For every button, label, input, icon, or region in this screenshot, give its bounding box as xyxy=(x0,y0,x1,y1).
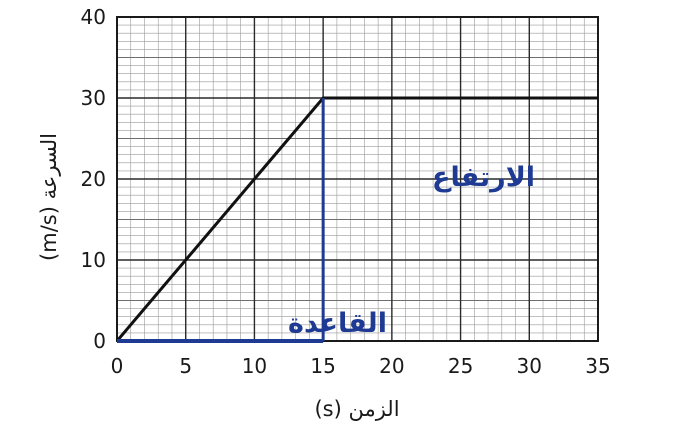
height-annotation-label: الارتفاع xyxy=(432,162,535,193)
x-tick-label: 10 xyxy=(242,354,267,378)
x-tick-label: 0 xyxy=(111,354,124,378)
x-axis-title: الزمن (s) xyxy=(314,397,399,421)
y-tick-label: 40 xyxy=(81,5,106,29)
y-tick-label: 30 xyxy=(81,86,106,110)
x-tick-label: 35 xyxy=(585,354,610,378)
y-axis-title: السرعة (m/s) xyxy=(37,133,61,261)
x-tick-label: 20 xyxy=(379,354,404,378)
base-annotation-label: القاعدة xyxy=(288,308,387,339)
y-tick-label: 20 xyxy=(81,167,106,191)
y-tick-labels: 0 10 20 30 40 xyxy=(81,5,106,353)
grid-major xyxy=(116,16,599,342)
x-tick-label: 15 xyxy=(310,354,335,378)
x-tick-label: 30 xyxy=(517,354,542,378)
y-tick-label: 0 xyxy=(93,329,106,353)
y-tick-label: 10 xyxy=(81,248,106,272)
x-tick-label: 5 xyxy=(179,354,192,378)
x-tick-label: 25 xyxy=(448,354,473,378)
annotation-layer xyxy=(117,98,325,343)
plot-frame xyxy=(116,16,599,342)
x-tick-labels: 0 5 10 15 20 25 30 35 xyxy=(111,354,611,378)
